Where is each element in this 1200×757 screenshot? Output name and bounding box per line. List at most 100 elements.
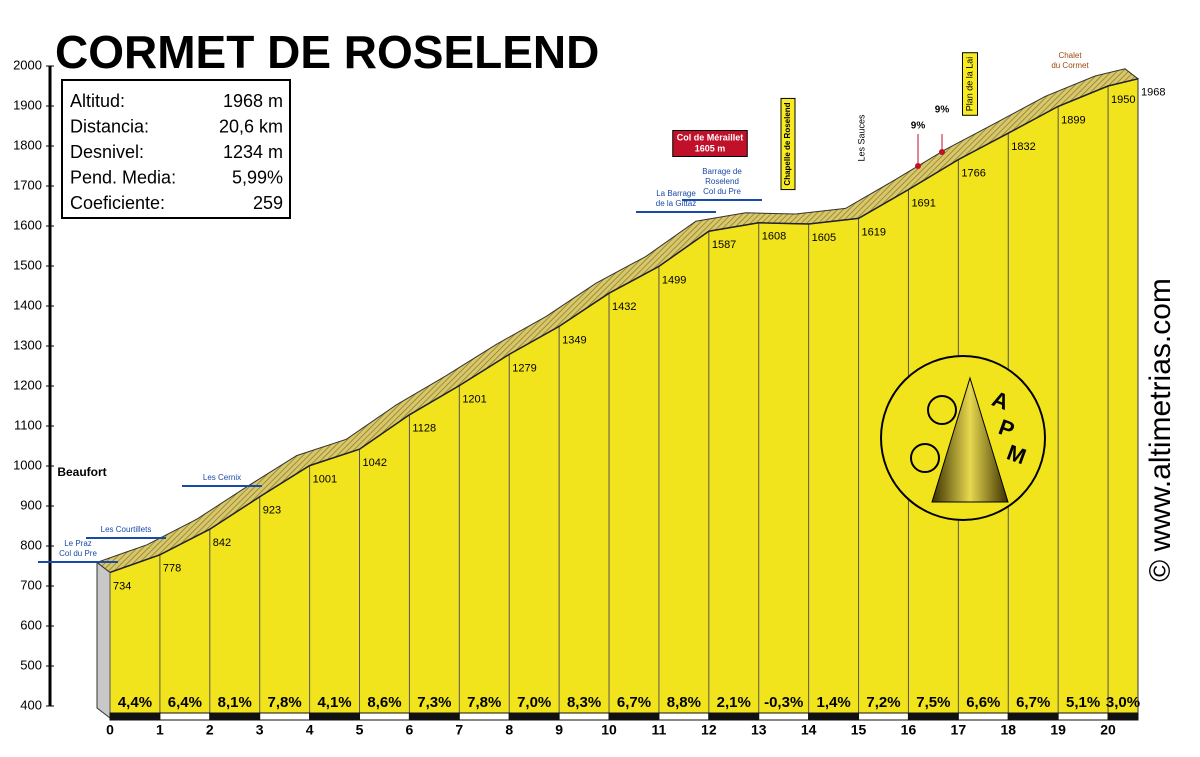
y-tick-label: 1900 xyxy=(13,97,42,112)
annotation-box xyxy=(672,130,748,157)
annotation: Plan de la Lai xyxy=(962,52,978,116)
stat-label: Distancia: xyxy=(70,116,149,136)
altitude-label: 1128 xyxy=(412,423,436,435)
x-tick-label: 20 xyxy=(1100,722,1116,738)
gradient-bar xyxy=(957,712,1009,721)
gradient-label: 5,1% xyxy=(1066,694,1100,711)
gradient-label: 8,1% xyxy=(218,694,252,711)
gradient-label: 7,5% xyxy=(916,694,950,711)
marker-dot xyxy=(915,163,921,169)
altitude-label: 1587 xyxy=(712,239,736,251)
altitude-label: 1201 xyxy=(462,394,486,406)
gradient-label: 6,4% xyxy=(168,694,202,711)
gradient-label: 7,8% xyxy=(467,694,501,711)
stat-label: Desnivel: xyxy=(70,142,144,162)
stat-value: 20,6 km xyxy=(219,116,283,136)
y-tick-label: 900 xyxy=(20,497,42,512)
gradient-label: 3,0% xyxy=(1106,694,1140,711)
y-tick-label: 1300 xyxy=(13,337,42,352)
chart-title: CORMET DE ROSELEND xyxy=(55,26,599,78)
y-tick-label: 1200 xyxy=(13,377,42,392)
annotation-text: Col de Méraillet xyxy=(677,132,744,142)
y-tick-label: 600 xyxy=(20,617,42,632)
y-tick-label: 1100 xyxy=(14,417,42,432)
gradient-bar xyxy=(758,712,810,721)
gradient-bar xyxy=(359,712,410,721)
annotation: Chapelle de Roselend xyxy=(780,97,796,191)
annotation-text: 1605 m xyxy=(695,143,726,153)
gradient-bar xyxy=(608,712,660,721)
copyright: © www.altimetrias.com xyxy=(1144,278,1177,582)
annotation-text: de la Gittaz xyxy=(656,199,696,208)
gradient-label: 6,6% xyxy=(966,694,1000,711)
x-tick-label: 1 xyxy=(156,722,164,738)
annotation-text: Beaufort xyxy=(57,465,106,479)
annotation-text: Roselend xyxy=(705,177,739,186)
stat-label: Coeficiente: xyxy=(70,193,165,213)
altitude-label: 1605 xyxy=(812,232,836,244)
altitude-label: 1279 xyxy=(512,362,536,374)
stat-value: 1968 m xyxy=(223,91,283,111)
stats-box xyxy=(61,79,291,219)
x-tick-label: 7 xyxy=(455,722,463,738)
gradient-bar xyxy=(508,712,560,721)
annotation-text: Les Cernix xyxy=(203,473,241,482)
y-tick-label: 400 xyxy=(20,697,42,712)
profile-side xyxy=(96,561,111,720)
annotation-text: Barrage de xyxy=(702,167,742,176)
altitude-label: 1432 xyxy=(612,301,636,313)
x-tick-label: 4 xyxy=(306,722,314,738)
logo-mountain xyxy=(931,376,1009,503)
y-tick-label: 700 xyxy=(20,577,42,592)
stat-label: Pend. Media: xyxy=(70,167,176,187)
x-tick-label: 6 xyxy=(406,722,414,738)
stat-value: 259 xyxy=(253,193,283,213)
gradient-bar xyxy=(408,712,460,721)
annotation-text: Les Courtillets xyxy=(101,525,152,534)
x-tick-label: 17 xyxy=(951,722,967,738)
annotation: Beaufort xyxy=(57,465,106,479)
x-tick-label: 2 xyxy=(206,722,214,738)
y-tick-label: 1700 xyxy=(13,177,42,192)
x-tick-label: 19 xyxy=(1050,722,1066,738)
gradient-bar xyxy=(159,712,211,721)
altitude-label: 1349 xyxy=(562,334,586,346)
gradient-label: 7,3% xyxy=(417,694,451,711)
altitude-label: 842 xyxy=(213,537,231,549)
altitude-label: 1832 xyxy=(1011,141,1035,153)
x-tick-label: 8 xyxy=(505,722,513,738)
gradient-label: 6,7% xyxy=(1016,694,1050,711)
altitude-label: 1619 xyxy=(862,226,886,238)
y-tick-label: 1500 xyxy=(13,257,42,272)
x-tick-label: 5 xyxy=(356,722,364,738)
gradient-bar xyxy=(708,712,760,721)
gradient-label: 1,4% xyxy=(816,694,850,711)
annotation: 9% xyxy=(911,121,926,132)
annotation-text: Les Sauces xyxy=(856,114,866,162)
x-tick-label: 3 xyxy=(256,722,264,738)
profile-line xyxy=(109,78,1139,574)
gradient-label: 8,8% xyxy=(667,694,701,711)
annotation-text: Le Praz xyxy=(64,539,92,548)
y-tick-label: 1400 xyxy=(13,297,42,312)
x-tick-label: 14 xyxy=(801,722,817,738)
marker-dot xyxy=(939,149,945,155)
x-tick-label: 13 xyxy=(751,722,767,738)
altitude-label: 1608 xyxy=(762,231,786,243)
x-tick-label: 9 xyxy=(555,722,563,738)
gradient-label: -0,3% xyxy=(764,694,803,711)
x-tick-label: 18 xyxy=(1000,722,1016,738)
annotation-text: Chapelle de Roselend xyxy=(783,102,792,185)
annotation-text: 9% xyxy=(935,105,950,116)
annotation-text: Col du Pre xyxy=(59,549,97,558)
gradient-label: 7,0% xyxy=(517,694,551,711)
gradient-bar xyxy=(309,712,361,721)
gradient-label: 6,7% xyxy=(617,694,651,711)
altitude-label: 1001 xyxy=(313,474,337,486)
gradient-label: 7,2% xyxy=(866,694,900,711)
